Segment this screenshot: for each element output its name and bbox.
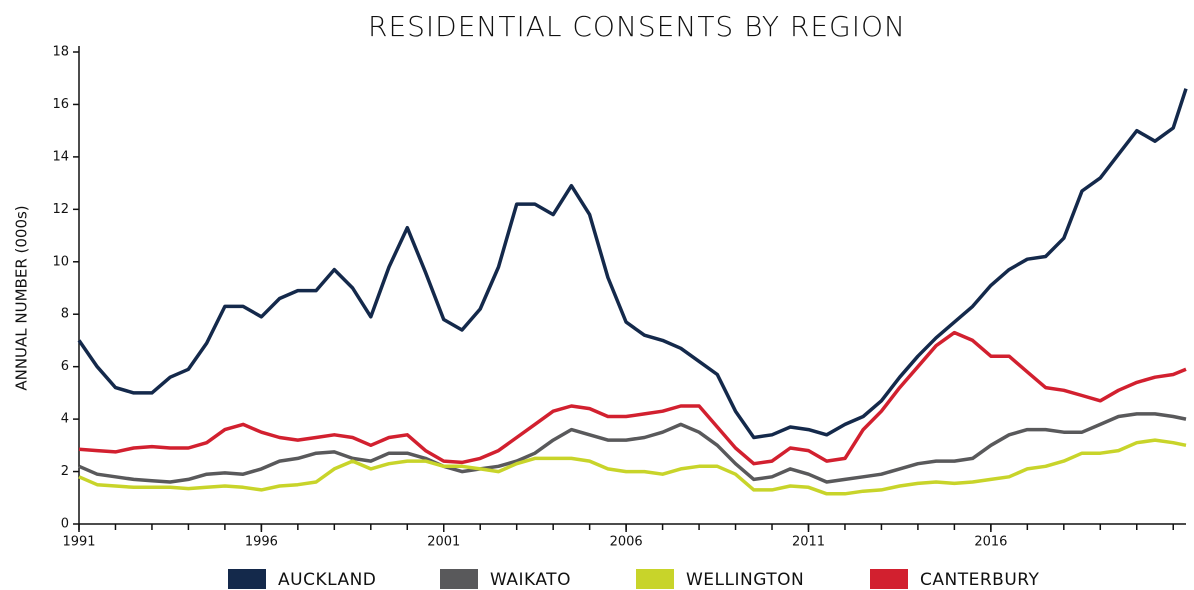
y-tick-label: 2 (61, 464, 69, 479)
x-tick-label: 1996 (245, 535, 278, 550)
legend-label: WAIKATO (490, 570, 571, 590)
legend-swatch (228, 569, 266, 589)
x-tick-label: 2016 (974, 535, 1007, 550)
legend-swatch (870, 569, 908, 589)
y-tick-label: 18 (52, 45, 69, 60)
y-axis-label: ANNUAL NUMBER (000s) (13, 205, 31, 390)
legend-swatch (440, 569, 478, 589)
y-tick-label: 14 (52, 149, 69, 164)
x-tick-label: 2001 (427, 535, 460, 550)
y-tick-label: 0 (61, 517, 69, 532)
y-tick-label: 10 (52, 254, 69, 269)
x-tick-label: 1991 (62, 535, 95, 550)
legend-label: AUCKLAND (278, 570, 376, 590)
y-tick-label: 6 (61, 359, 69, 374)
y-tick-label: 8 (61, 307, 69, 322)
y-tick-label: 12 (52, 202, 69, 217)
series-line (78, 438, 1187, 496)
y-tick-label: 4 (61, 412, 69, 427)
legend-label: CANTERBURY (920, 570, 1039, 590)
legend-label: WELLINGTON (686, 570, 804, 590)
legend-swatch (636, 569, 674, 589)
y-tick-label: 16 (52, 97, 69, 112)
chart-title: RESIDENTIAL CONSENTS BY REGION (368, 10, 906, 43)
series-line (77, 88, 1188, 440)
x-tick-label: 2006 (610, 535, 643, 550)
series-line (78, 330, 1187, 466)
x-tick-label: 2011 (792, 535, 825, 550)
series-line (78, 412, 1187, 484)
